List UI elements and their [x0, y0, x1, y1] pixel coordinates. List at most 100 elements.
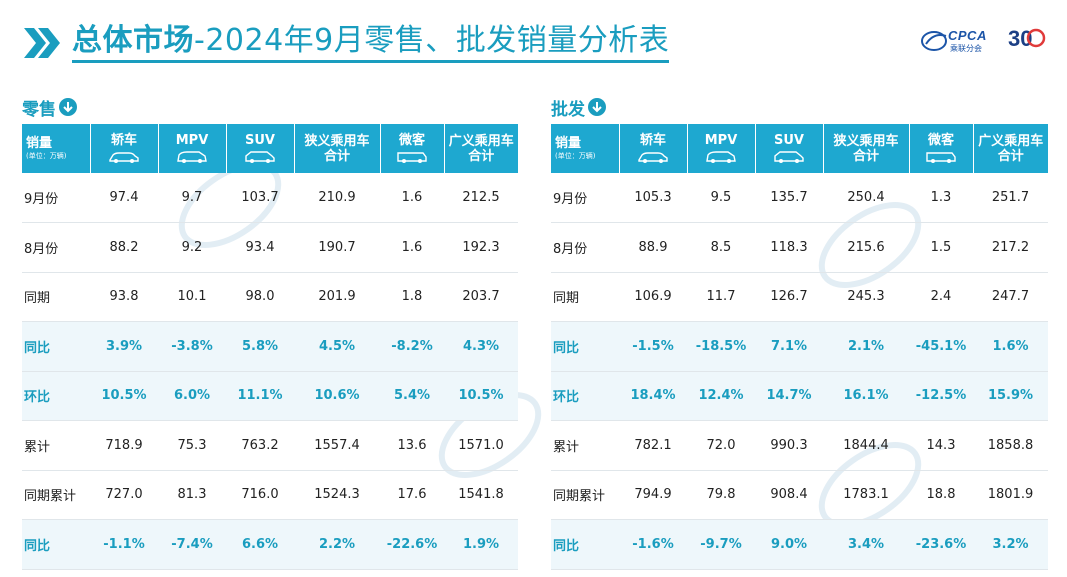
table-cell: -7.4%	[158, 519, 226, 570]
table-cell: 11.7	[687, 272, 755, 322]
column-header: SUV	[755, 124, 824, 173]
table-cell: 6.6%	[226, 519, 294, 570]
column-header: 广义乘用车 合计	[973, 124, 1048, 173]
table-cell: -18.5%	[687, 321, 755, 372]
table-cell: 10.1	[158, 272, 226, 322]
table-cell: 203.7	[444, 272, 518, 322]
retail-label-text: 零售	[22, 99, 56, 120]
table-cell: 908.4	[755, 470, 823, 520]
table-cell: 9.2	[158, 222, 226, 273]
table-row: 同比 -1.5% -18.5% 7.1% 2.1% -45.1% 1.6%	[551, 321, 1048, 372]
table-cell: 1858.8	[973, 420, 1048, 471]
row-label: 8月份	[551, 222, 619, 273]
table-cell: 14.7%	[755, 371, 823, 421]
retail-table-body: 9月份 97.4 9.7 103.7 210.9 1.6 212.5 8月份 88.2 9.2 93…	[22, 173, 518, 570]
logo-subtext: 乘联分会	[950, 44, 982, 53]
table-cell: 81.3	[158, 470, 226, 520]
table-cell: -12.5%	[909, 371, 973, 421]
row-label: 同期累计	[551, 470, 619, 520]
table-cell: 11.1%	[226, 371, 294, 421]
table-cell: 251.7	[973, 173, 1048, 223]
wholesale-table: 销量 (单位：万辆) 轿车 MPV SUV 狭义乘用车 合计 微客 广义乘用车 合计…	[551, 124, 1048, 570]
arrow-down-circle-icon	[588, 98, 606, 116]
table-header-first: 销量 (单位：万辆)	[551, 124, 620, 173]
table-cell: 782.1	[619, 420, 687, 471]
table-cell: -1.1%	[90, 519, 158, 570]
table-cell: 1.8	[380, 272, 444, 322]
car-icon	[397, 152, 427, 163]
column-header: 狭义乘用车 合计	[294, 124, 381, 173]
table-cell: 10.5%	[444, 371, 518, 421]
column-header: SUV	[226, 124, 295, 173]
row-label: 同比	[551, 519, 619, 570]
column-header: 广义乘用车 合计	[444, 124, 518, 173]
table-cell: 718.9	[90, 420, 158, 471]
table-cell: 2.2%	[294, 519, 380, 570]
table-cell: 7.1%	[755, 321, 823, 372]
table-cell: 72.0	[687, 420, 755, 471]
table-row: 8月份 88.9 8.5 118.3 215.6 1.5 217.2	[551, 222, 1048, 273]
row-label: 9月份	[551, 173, 619, 223]
table-cell: 1783.1	[823, 470, 909, 520]
table-row: 同比 -1.1% -7.4% 6.6% 2.2% -22.6% 1.9%	[22, 519, 518, 570]
row-label: 同期	[22, 272, 90, 322]
table-cell: -9.7%	[687, 519, 755, 570]
column-header: MPV	[687, 124, 756, 173]
table-cell: 9.7	[158, 173, 226, 223]
car-icon	[245, 151, 275, 163]
table-cell: 88.9	[619, 222, 687, 273]
table-cell: 75.3	[158, 420, 226, 471]
table-cell: 190.7	[294, 222, 380, 273]
table-cell: 8.5	[687, 222, 755, 273]
anniversary-ring-icon	[1026, 28, 1046, 48]
table-cell: 990.3	[755, 420, 823, 471]
page-title-main: 总体市场	[72, 23, 194, 58]
table-row: 环比 10.5% 6.0% 11.1% 10.6% 5.4% 10.5%	[22, 371, 518, 421]
table-cell: 10.6%	[294, 371, 380, 421]
table-cell: 1.5	[909, 222, 973, 273]
wholesale-section-label: 批发	[551, 94, 1048, 120]
retail-section: 零售 销量 (单位：万辆) 轿车 MPV SUV 狭义乘用车 合计 微客 广义乘用…	[22, 94, 518, 570]
wholesale-section: 批发 销量 (单位：万辆) 轿车 MPV SUV 狭义乘用车 合计 微客 广义乘用…	[551, 94, 1048, 570]
row-label: 环比	[22, 371, 90, 421]
row-label: 同期累计	[22, 470, 90, 520]
table-cell: -1.5%	[619, 321, 687, 372]
table-cell: 1.9%	[444, 519, 518, 570]
table-cell: 1801.9	[973, 470, 1048, 520]
table-cell: 1.6	[380, 222, 444, 273]
table-cell: 18.8	[909, 470, 973, 520]
table-cell: 5.4%	[380, 371, 444, 421]
row-label: 同比	[551, 321, 619, 372]
car-icon	[109, 152, 139, 163]
table-cell: 135.7	[755, 173, 823, 223]
row-label: 9月份	[22, 173, 90, 223]
car-icon	[638, 152, 668, 163]
table-cell: 1557.4	[294, 420, 380, 471]
table-cell: 126.7	[755, 272, 823, 322]
row-label: 环比	[551, 371, 619, 421]
table-cell: 14.3	[909, 420, 973, 471]
car-icon	[774, 151, 804, 163]
page-title-sub: -2024年9月零售、批发销量分析表	[194, 23, 670, 58]
column-header: 轿车	[619, 124, 688, 173]
car-icon	[177, 151, 207, 163]
table-cell: 93.8	[90, 272, 158, 322]
double-chevron-right-icon	[24, 28, 60, 58]
table-cell: 15.9%	[973, 371, 1048, 421]
table-row: 累计 782.1 72.0 990.3 1844.4 14.3 1858.8	[551, 420, 1048, 471]
table-cell: 98.0	[226, 272, 294, 322]
table-cell: -3.8%	[158, 321, 226, 372]
retail-table-header: 销量 (单位：万辆) 轿车 MPV SUV 狭义乘用车 合计 微客 广义乘用车 合计	[22, 124, 518, 173]
table-cell: 1.3	[909, 173, 973, 223]
table-cell: 9.0%	[755, 519, 823, 570]
table-row: 同期累计 794.9 79.8 908.4 1783.1 18.8 1801.9	[551, 470, 1048, 520]
table-cell: 106.9	[619, 272, 687, 322]
table-cell: 10.5%	[90, 371, 158, 421]
table-cell: -1.6%	[619, 519, 687, 570]
table-cell: 763.2	[226, 420, 294, 471]
table-cell: -23.6%	[909, 519, 973, 570]
table-cell: -22.6%	[380, 519, 444, 570]
table-cell: 1541.8	[444, 470, 518, 520]
table-header-first: 销量 (单位：万辆)	[22, 124, 91, 173]
row-label: 累计	[551, 420, 619, 471]
